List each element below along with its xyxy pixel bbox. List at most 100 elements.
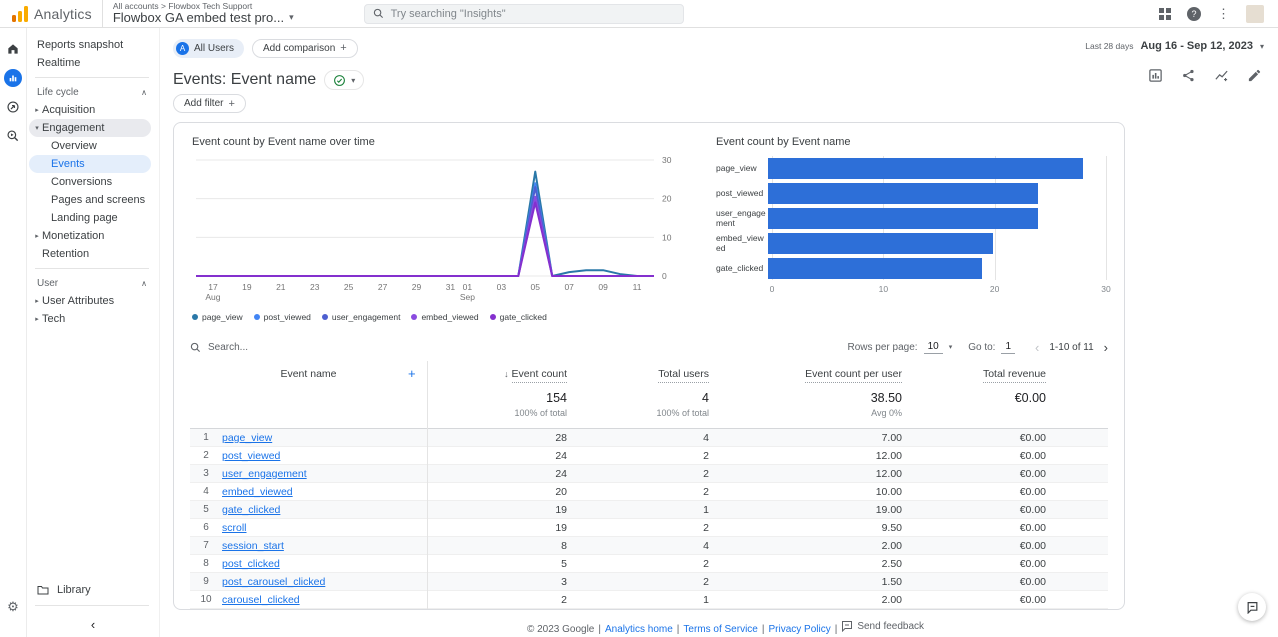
table-row[interactable]: 2 post_viewed 24 2 12.00 €0.00 — [190, 447, 1108, 465]
bar-user-engagement[interactable] — [768, 208, 1039, 229]
sidebar-item-library[interactable]: Library — [27, 580, 159, 600]
legend-item-post-viewed[interactable]: post_viewed — [253, 312, 311, 322]
bar-gate-clicked[interactable] — [768, 258, 983, 279]
bar-embed-viewed[interactable] — [768, 233, 994, 254]
table-row[interactable]: 10 carousel_clicked 2 1 2.00 €0.00 — [190, 591, 1108, 609]
table-row[interactable]: 6 scroll 19 2 9.50 €0.00 — [190, 519, 1108, 537]
column-header-total-users[interactable]: Total users — [567, 368, 709, 383]
legend-item-user-engagement[interactable]: user_engagement — [321, 312, 400, 322]
analytics-logo[interactable]: Analytics — [0, 5, 102, 22]
event-name-link[interactable]: post_viewed — [222, 449, 281, 462]
column-header-event-count[interactable]: ↓ Event count — [427, 368, 567, 383]
revenue-cell: €0.00 — [1019, 503, 1046, 516]
reports-icon[interactable] — [4, 69, 22, 87]
bar-chart[interactable]: page_view post_viewed user_engagement embed… — [716, 156, 1111, 297]
sidebar-item-acquisition[interactable]: ▸ Acquisition — [27, 101, 159, 119]
add-column-icon[interactable]: + — [408, 366, 416, 381]
bar-post-viewed[interactable] — [768, 183, 1039, 204]
rows-per-page-select[interactable]: 10 — [923, 341, 943, 354]
sidebar-item-landing-page[interactable]: Landing page — [27, 209, 159, 227]
terms-link[interactable]: Terms of Service — [683, 624, 758, 635]
event-name-link[interactable]: post_clicked — [222, 557, 280, 570]
table-search-input[interactable]: Search... — [190, 342, 248, 353]
bar-category-label: gate_clicked — [716, 262, 764, 273]
table-row[interactable]: 9 post_carousel_clicked 3 2 1.50 €0.00 — [190, 573, 1108, 591]
customize-report-icon[interactable] — [1247, 68, 1262, 83]
search-input[interactable]: Try searching "Insights" — [363, 3, 684, 24]
sidebar-item-engagement[interactable]: ▾ Engagement — [29, 119, 151, 137]
legend-item-embed-viewed[interactable]: embed_viewed — [411, 312, 479, 322]
sidebar-section-user[interactable]: User ∧ — [27, 274, 159, 292]
event-name-link[interactable]: gate_clicked — [222, 503, 281, 516]
bar-page-view[interactable] — [768, 158, 1084, 179]
sidebar-section-life-cycle[interactable]: Life cycle ∧ — [27, 83, 159, 101]
event-name-link[interactable]: scroll — [222, 521, 247, 534]
sidebar-item-user-attributes[interactable]: ▸ User Attributes — [27, 292, 159, 310]
table-row[interactable]: 7 session_start 8 4 2.00 €0.00 — [190, 537, 1108, 555]
column-header-event-count-per-user[interactable]: Event count per user — [709, 368, 902, 383]
more-menu-icon[interactable]: ⋮ — [1217, 5, 1230, 21]
chevron-down-icon[interactable]: ▾ — [948, 344, 953, 351]
home-icon[interactable] — [4, 40, 22, 58]
add-filter-button[interactable]: Add filter + — [173, 94, 246, 113]
table-row[interactable]: 4 embed_viewed 20 2 10.00 €0.00 — [190, 483, 1108, 501]
previous-page-icon[interactable]: ‹ — [1035, 339, 1040, 355]
event-name-link[interactable]: user_engagement — [222, 467, 307, 480]
sidebar-item-label: Retention — [42, 248, 90, 260]
admin-gear-icon[interactable]: ⚙ — [7, 599, 19, 614]
line-series-user-engagement[interactable] — [196, 186, 654, 277]
line-series-gate-clicked[interactable] — [196, 201, 654, 277]
apps-grid-icon[interactable] — [1159, 7, 1171, 20]
help-icon[interactable]: ? — [1187, 6, 1201, 21]
table-row[interactable]: 3 user_engagement 24 2 12.00 €0.00 — [190, 465, 1108, 483]
sidebar-item-events[interactable]: Events — [29, 155, 151, 173]
sidebar-item-realtime[interactable]: Realtime — [27, 54, 159, 72]
sidebar-item-overview[interactable]: Overview — [27, 137, 159, 155]
property-switcher[interactable]: All accounts > Flowbox Tech Support Flow… — [101, 0, 304, 28]
advertising-icon[interactable] — [4, 127, 22, 145]
sidebar-item-retention[interactable]: Retention — [27, 245, 159, 263]
share-icon[interactable] — [1181, 68, 1196, 83]
legend-item-gate-clicked[interactable]: gate_clicked — [489, 312, 547, 322]
edit-comparisons-icon[interactable] — [1148, 68, 1163, 83]
row-number: 4 — [203, 486, 209, 497]
check-circle-icon — [334, 74, 346, 86]
sidebar-item-reports-snapshot[interactable]: Reports snapshot — [27, 36, 159, 54]
x-axis-tick: 25 — [344, 282, 354, 292]
explore-icon[interactable] — [4, 98, 22, 116]
add-comparison-button[interactable]: Add comparison + — [252, 38, 358, 58]
line-series-embed-viewed[interactable] — [196, 195, 654, 277]
column-header-event-name[interactable]: Event name — [280, 368, 337, 380]
line-series-page-view[interactable] — [196, 170, 654, 277]
event-name-link[interactable]: page_view — [222, 431, 273, 444]
event-name-link[interactable]: embed_viewed — [222, 485, 293, 498]
sidebar-item-pages-and-screens[interactable]: Pages and screens — [27, 191, 159, 209]
row-number: 7 — [203, 540, 209, 551]
event-name-link[interactable]: post_carousel_clicked — [222, 575, 326, 588]
table-row[interactable]: 8 post_clicked 5 2 2.50 €0.00 — [190, 555, 1108, 573]
user-avatar[interactable] — [1246, 4, 1264, 23]
data-quality-badge[interactable]: ▾ — [324, 70, 365, 90]
analytics-home-link[interactable]: Analytics home — [604, 624, 673, 635]
privacy-link[interactable]: Privacy Policy — [768, 624, 831, 635]
collapse-sidebar-button[interactable]: ‹ — [90, 616, 96, 632]
all-users-chip[interactable]: A All Users — [173, 38, 245, 58]
sidebar-item-monetization[interactable]: ▸ Monetization — [27, 227, 159, 245]
goto-page-input[interactable]: 1 — [1001, 341, 1016, 354]
event-name-link[interactable]: session_start — [222, 539, 284, 552]
legend-item-page-view[interactable]: page_view — [192, 312, 243, 322]
sidebar-item-conversions[interactable]: Conversions — [27, 173, 159, 191]
next-page-icon[interactable]: › — [1103, 339, 1108, 355]
send-feedback-link[interactable]: Send feedback — [841, 620, 924, 632]
table-row[interactable]: 5 gate_clicked 19 1 19.00 €0.00 — [190, 501, 1108, 519]
insights-icon[interactable] — [1214, 68, 1229, 83]
date-range-picker[interactable]: Last 28 days Aug 16 - Sep 12, 2023 ▾ — [1085, 40, 1264, 52]
event-name-link[interactable]: carousel_clicked — [222, 593, 300, 606]
line-series-post-viewed[interactable] — [196, 182, 654, 277]
feedback-bubble-button[interactable] — [1238, 593, 1266, 621]
sidebar-item-tech[interactable]: ▸ Tech — [27, 310, 159, 328]
table-row[interactable]: 1 page_view 28 4 7.00 €0.00 — [190, 429, 1108, 447]
column-header-total-revenue[interactable]: Total revenue — [902, 368, 1046, 383]
